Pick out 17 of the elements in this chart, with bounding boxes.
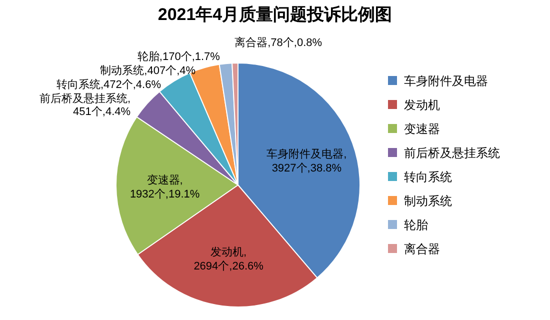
data-label: 轮胎,170个,1.7% — [137, 50, 220, 63]
legend-label: 变速器 — [404, 122, 440, 136]
data-label: 前后桥及悬挂系统, 451个,4.4% — [39, 92, 131, 118]
data-label: 变速器, 1932个,19.1% — [130, 174, 200, 201]
legend-label: 转向系统 — [404, 170, 452, 184]
data-label: 车身附件及电器, 3927个,38.8% — [266, 148, 347, 175]
chart-title: 2021年4月质量问题投诉比例图 — [158, 5, 392, 24]
legend-label: 轮胎 — [404, 218, 428, 232]
legend-label: 制动系统 — [404, 194, 452, 208]
legend-label: 发动机 — [404, 98, 440, 112]
data-label: 离合器,78个,0.8% — [234, 36, 322, 49]
data-label: 制动系统,407个,4% — [100, 64, 196, 77]
legend-label: 离合器 — [404, 242, 440, 256]
legend-label: 车身附件及电器 — [404, 74, 488, 88]
data-label: 发动机, 2694个,26.6% — [194, 246, 264, 273]
legend-label: 前后桥及悬挂系统 — [404, 146, 500, 160]
data-label: 转向系统,472个,4.6% — [56, 78, 162, 91]
